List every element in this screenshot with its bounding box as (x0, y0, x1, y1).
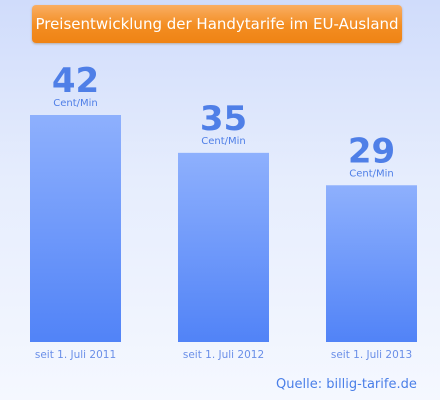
value-label-3: 29 (348, 131, 395, 171)
value-label-1: 42 (52, 61, 99, 101)
unit-label-3: Cent/Min (349, 168, 394, 179)
chart-title: Preisentwicklung der Handytarife im EU-A… (35, 15, 399, 33)
value-label-2: 35 (200, 99, 247, 139)
unit-label-1: Cent/Min (53, 98, 98, 109)
category-label-1: seit 1. Juli 2011 (35, 349, 116, 361)
source-label: Quelle: billig-tarife.de (276, 377, 417, 392)
bar-3 (326, 185, 417, 342)
category-label-2: seit 1. Juli 2012 (183, 349, 264, 361)
bar-2 (178, 152, 269, 342)
title-banner: Preisentwicklung der Handytarife im EU-A… (32, 5, 402, 43)
category-label-3: seit 1. Juli 2013 (331, 349, 412, 361)
bar-1 (30, 115, 121, 342)
unit-label-2: Cent/Min (201, 136, 246, 147)
